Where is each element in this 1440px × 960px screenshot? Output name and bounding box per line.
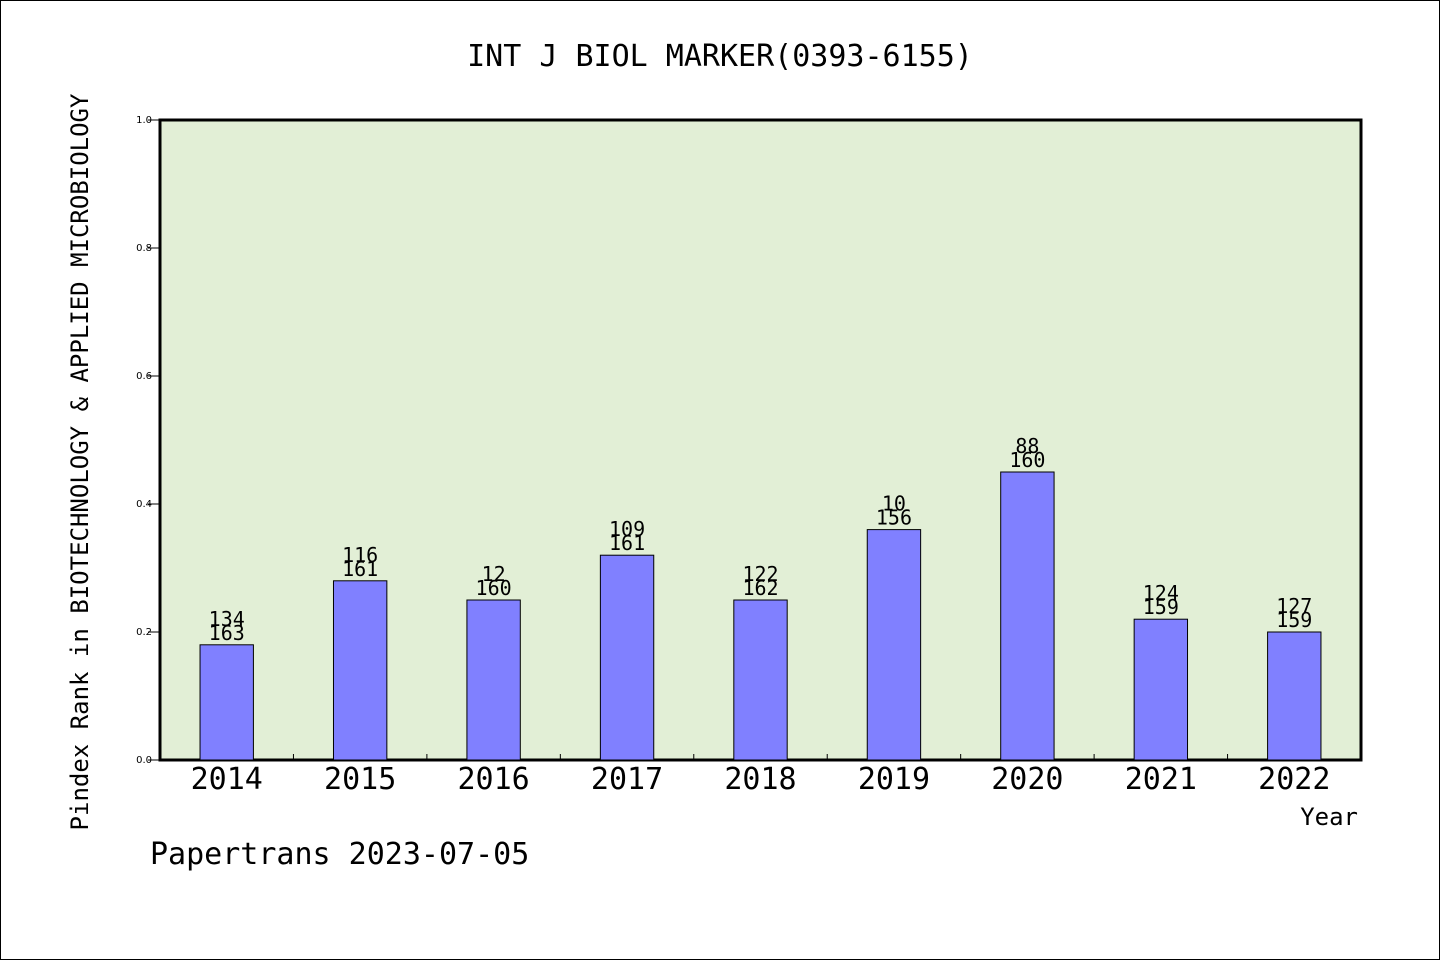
bar bbox=[866, 529, 922, 761]
x-tick-label: 2018 bbox=[724, 762, 796, 797]
bar-rank-label: 122 bbox=[742, 562, 778, 586]
bar-total-label: 161 bbox=[609, 531, 645, 555]
bar-total-label: 161 bbox=[342, 557, 378, 581]
bar bbox=[466, 599, 521, 761]
y-tick-label: 0.0 bbox=[136, 755, 152, 766]
bar bbox=[599, 554, 655, 761]
y-tick-label: 0.2 bbox=[136, 627, 152, 638]
x-tick-label: 2020 bbox=[991, 762, 1063, 797]
bar bbox=[199, 644, 254, 761]
bar bbox=[733, 599, 788, 761]
y-tick-label: 1.0 bbox=[136, 115, 152, 126]
bar-total-label: 160 bbox=[476, 576, 512, 600]
footer-source: Papertrans 2023-07-05 bbox=[150, 837, 529, 872]
bar bbox=[1133, 618, 1189, 761]
chart-title: INT J BIOL MARKER(0393-6155) bbox=[467, 39, 973, 74]
bar-total-label: 160 bbox=[1009, 448, 1045, 472]
bar-rank-label: 109 bbox=[609, 517, 645, 541]
x-tick-label: 2014 bbox=[191, 762, 263, 797]
y-axis-label: Pindex Rank in BIOTECHNOLOGY & APPLIED M… bbox=[66, 93, 94, 830]
x-tick-label: 2021 bbox=[1125, 762, 1197, 797]
x-axis-ticks: 2014 2015 2016 2017 2018 2019 2020 2021 2022 bbox=[191, 754, 1330, 797]
bar bbox=[1267, 631, 1322, 761]
bar-total-label: 163 bbox=[209, 621, 245, 645]
bar-rank-label: 88 bbox=[1015, 434, 1039, 458]
y-tick-label: 0.4 bbox=[136, 499, 152, 510]
bar bbox=[1000, 471, 1055, 761]
x-tick-label: 2015 bbox=[324, 762, 396, 797]
bar-rank-label: 134 bbox=[209, 607, 245, 631]
bar-rank-label: 116 bbox=[342, 543, 378, 567]
bar-rank-label: 10 bbox=[882, 492, 906, 516]
x-tick-label: 2019 bbox=[858, 762, 930, 797]
bar bbox=[332, 580, 388, 761]
bar-rank-label: 127 bbox=[1276, 594, 1312, 618]
bar-rank-label: 124 bbox=[1143, 581, 1179, 605]
bar-total-label: 159 bbox=[1143, 595, 1179, 619]
y-axis-ticks: 0.0 0.2 0.4 0.6 0.8 1.0 bbox=[136, 115, 160, 766]
bar-rank-label: 12 bbox=[482, 562, 506, 586]
bar-total-label: 162 bbox=[742, 576, 778, 600]
bar-total-label: 159 bbox=[1276, 608, 1312, 632]
x-tick-label: 2022 bbox=[1258, 762, 1330, 797]
bar-total-label: 156 bbox=[876, 506, 912, 530]
y-tick-label: 0.6 bbox=[136, 371, 152, 382]
x-tick-label: 2017 bbox=[591, 762, 663, 797]
y-tick-label: 0.8 bbox=[136, 243, 152, 254]
x-tick-label: 2016 bbox=[457, 762, 529, 797]
x-axis-label: Year bbox=[1300, 803, 1358, 831]
